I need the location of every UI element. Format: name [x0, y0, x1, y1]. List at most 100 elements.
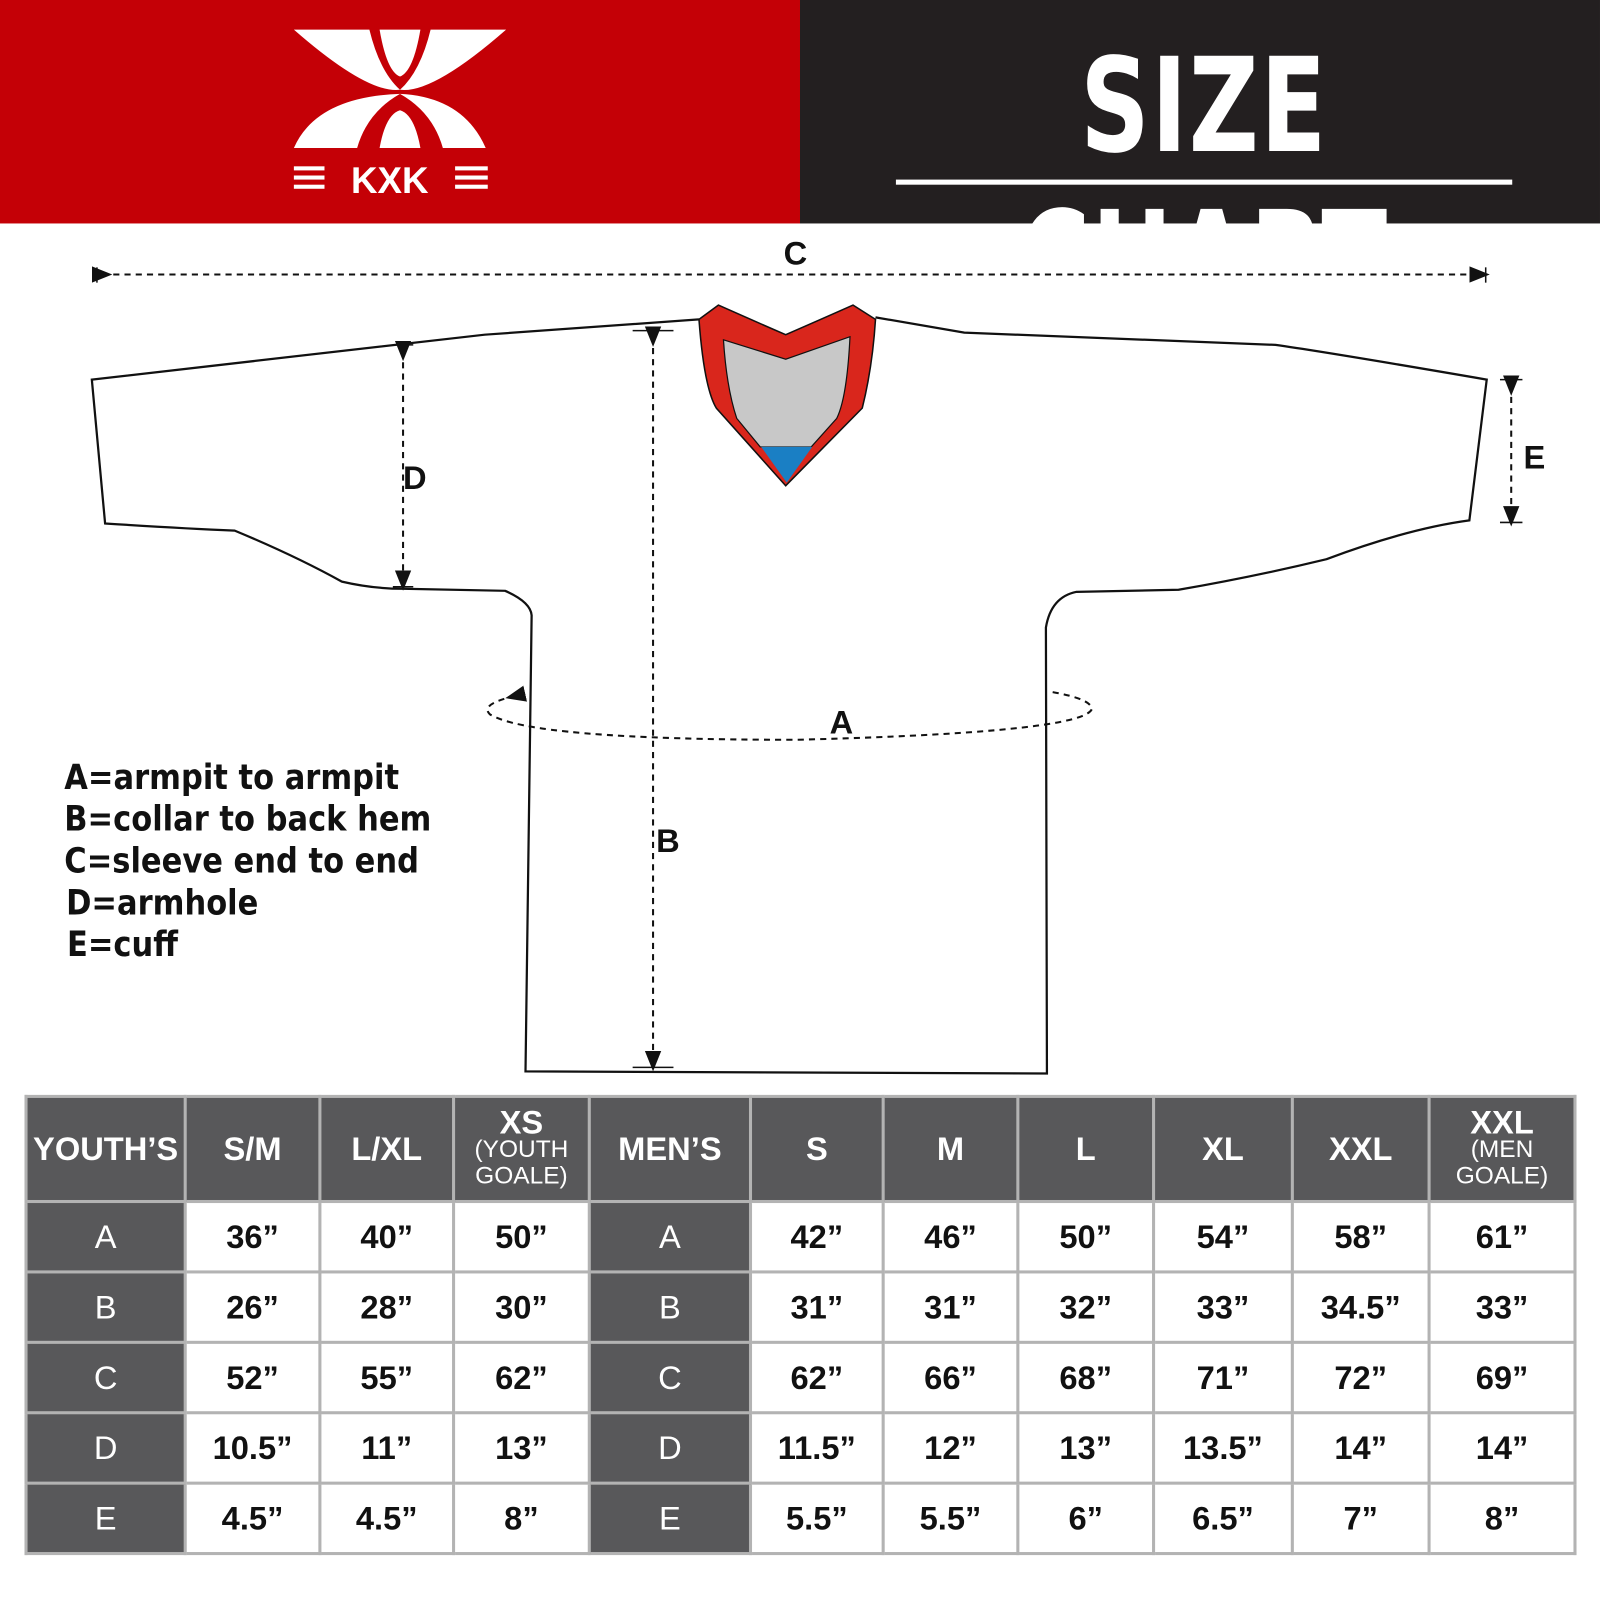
table-cell: 54”	[1152, 1199, 1294, 1274]
table-cell: 4.5”	[183, 1481, 322, 1556]
row-label: E	[24, 1481, 187, 1556]
kxk-logo: KXK	[293, 29, 507, 201]
table-cell: 69”	[1427, 1340, 1577, 1415]
label-a: A	[829, 704, 854, 741]
table-cell: 8”	[1427, 1481, 1577, 1556]
row-label: D	[587, 1411, 753, 1485]
column-header: XL	[1152, 1094, 1294, 1204]
table-cell: 32”	[1016, 1270, 1156, 1344]
table-cell: 14”	[1290, 1411, 1431, 1485]
table-cell: 31”	[881, 1270, 1020, 1344]
table-cell: 28”	[318, 1270, 456, 1344]
column-header: XXL (MEN GOALE)	[1427, 1094, 1577, 1204]
table-cell: 34.5”	[1290, 1270, 1431, 1344]
dimension-a-ellipse	[486, 685, 1093, 741]
row-label: B	[587, 1270, 753, 1344]
table-cell: 66”	[881, 1340, 1020, 1415]
table-cell: 42”	[748, 1199, 885, 1274]
table-header-row: YOUTH’S S/M L/XL XS (YOUTH GOALE) MEN’S S M L XL X…	[24, 1094, 1577, 1204]
table-cell: 55”	[318, 1340, 456, 1415]
size-table: YOUTH’S S/M L/XL XS (YOUTH GOALE) MEN’S S M L XL X…	[24, 1094, 1577, 1556]
column-header-sublabel: (YOUTH GOALE)	[474, 1135, 569, 1190]
measurement-legend: A=armpit to armpit B=collar to back hem …	[64, 757, 431, 966]
legend-c: C=sleeve end to end	[64, 840, 419, 882]
jersey-diagram	[90, 266, 1523, 1075]
title-banner	[799, 0, 1600, 224]
legend-e: E=cuff	[66, 924, 178, 966]
table-cell: 33”	[1427, 1270, 1577, 1344]
table-cell: 13”	[452, 1411, 591, 1485]
column-header-label: L/XL	[351, 1130, 423, 1167]
column-header: M	[881, 1094, 1020, 1204]
collar-inner	[722, 335, 851, 448]
row-label: A	[587, 1199, 753, 1274]
label-c: C	[783, 234, 808, 272]
legend-d: D=armhole	[66, 882, 259, 924]
column-header: YOUTH’S	[24, 1094, 187, 1204]
logo-text: KXK	[351, 160, 429, 201]
column-header-label: XS	[499, 1104, 544, 1141]
table-row: A 36” 40” 50” A 42” 46” 50” 54” 58” 61”	[24, 1199, 1577, 1274]
row-label: E	[587, 1481, 753, 1556]
column-header-label: S	[805, 1130, 828, 1167]
table-cell: 40”	[318, 1199, 456, 1274]
brand-header: KXK	[0, 0, 800, 224]
column-header: L	[1016, 1094, 1156, 1204]
table-cell: 5.5”	[748, 1481, 885, 1556]
table-row: D 10.5” 11” 13” D 11.5” 12” 13” 13.5” 14” 14”	[24, 1411, 1577, 1485]
table-row: E 4.5” 4.5” 8” E 5.5” 5.5” 6” 6.5” 7” 8”	[24, 1481, 1577, 1556]
legend-b: B=collar to back hem	[64, 798, 432, 840]
table-cell: 8”	[452, 1481, 591, 1556]
legend-a: A=armpit to armpit	[64, 757, 400, 798]
column-header: XXL	[1290, 1094, 1431, 1204]
column-header-label: S/M	[223, 1130, 282, 1167]
jersey-outline	[90, 316, 1488, 1075]
table-cell: 68”	[1016, 1340, 1156, 1415]
column-header-label: MEN’S	[618, 1130, 722, 1167]
row-label: C	[24, 1340, 187, 1415]
table-cell: 61”	[1427, 1199, 1577, 1274]
column-header-label: XXL	[1470, 1104, 1534, 1141]
column-header-label: XXL	[1328, 1130, 1393, 1167]
table-cell: 50”	[452, 1199, 591, 1274]
column-header: S/M	[183, 1094, 322, 1204]
table-cell: 7”	[1290, 1481, 1431, 1556]
table-cell: 33”	[1152, 1270, 1294, 1344]
table-cell: 5.5”	[881, 1481, 1020, 1556]
label-b: B	[656, 822, 680, 860]
label-e: E	[1523, 438, 1546, 476]
column-header: XS (YOUTH GOALE)	[452, 1094, 591, 1204]
table-cell: 26”	[183, 1270, 322, 1344]
column-header-sublabel: (MEN GOALE)	[1455, 1135, 1549, 1190]
table-row: C 52” 55” 62” C 62” 66” 68” 71” 72” 69”	[24, 1340, 1577, 1415]
table-cell: 36”	[183, 1199, 322, 1274]
column-header: L/XL	[318, 1094, 456, 1204]
table-cell: 46”	[881, 1199, 1020, 1274]
table-cell: 71”	[1152, 1340, 1294, 1415]
label-d: D	[403, 459, 427, 496]
table-cell: 58”	[1290, 1199, 1431, 1274]
table-cell: 14”	[1427, 1411, 1577, 1485]
column-header-label: YOUTH’S	[33, 1130, 179, 1167]
table-cell: 62”	[748, 1340, 885, 1415]
table-cell: 72”	[1290, 1340, 1431, 1415]
table-cell: 13.5”	[1152, 1411, 1294, 1485]
row-label: B	[24, 1270, 187, 1344]
table-cell: 50”	[1016, 1199, 1156, 1274]
column-header: S	[748, 1094, 885, 1204]
table-cell: 30”	[452, 1270, 591, 1344]
table-cell: 62”	[452, 1340, 591, 1415]
collar-blue-patch	[761, 446, 813, 483]
table-cell: 11.5”	[748, 1411, 885, 1485]
table-cell: 31”	[748, 1270, 885, 1344]
row-label: C	[587, 1340, 753, 1415]
table-cell: 6”	[1016, 1481, 1156, 1556]
page-title: SIZE CHART	[1019, 30, 1389, 336]
row-label: A	[24, 1199, 187, 1274]
table-cell: 6.5”	[1152, 1481, 1294, 1556]
table-row: B 26” 28” 30” B 31” 31” 32” 33” 34.5” 33”	[24, 1270, 1577, 1344]
table-cell: 13”	[1016, 1411, 1156, 1485]
title-underline	[895, 179, 1513, 185]
table-cell: 11”	[318, 1411, 456, 1485]
